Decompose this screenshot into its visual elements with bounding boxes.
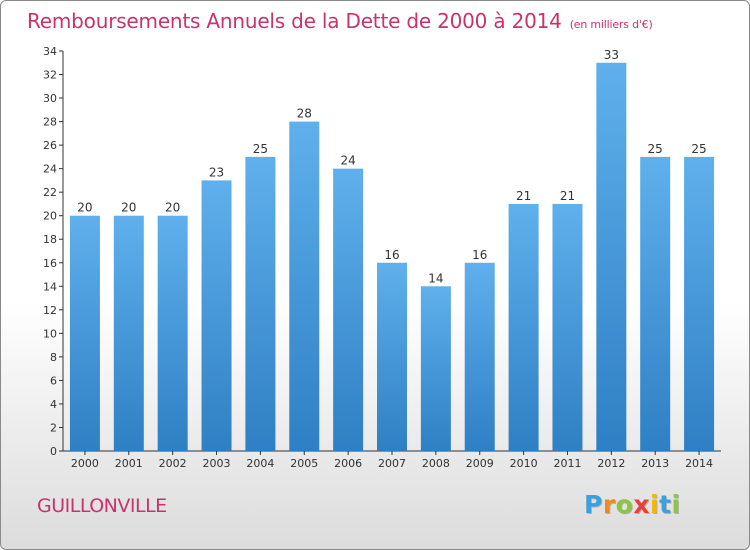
y-tick-label: 32 <box>43 69 57 82</box>
x-tick-label: 2005 <box>290 457 318 470</box>
y-tick-label: 8 <box>50 351 57 364</box>
x-tick-label: 2002 <box>159 457 187 470</box>
bar-value-label: 24 <box>340 154 355 168</box>
x-tick-label: 2013 <box>641 457 669 470</box>
y-tick-label: 20 <box>43 210 57 223</box>
x-tick-label: 2006 <box>334 457 362 470</box>
x-tick-label: 2014 <box>685 457 713 470</box>
y-tick-label: 2 <box>50 421 57 434</box>
y-tick-label: 30 <box>43 92 57 105</box>
y-tick-label: 6 <box>50 374 57 387</box>
proxiti-logo: Proxiti <box>584 490 681 519</box>
x-tick-label: 2000 <box>71 457 99 470</box>
x-tick-label: 2012 <box>597 457 625 470</box>
y-tick-label: 0 <box>50 445 57 458</box>
y-tick-label: 16 <box>43 257 57 270</box>
bar <box>420 286 451 451</box>
bar-value-label: 20 <box>165 201 180 215</box>
logo-letter: i <box>671 490 681 519</box>
x-tick-label: 2007 <box>378 457 406 470</box>
chart-title: Remboursements Annuels de la Dette de 20… <box>27 9 653 33</box>
chart-title-text: Remboursements Annuels de la Dette de 20… <box>27 9 562 33</box>
y-tick-label: 28 <box>43 116 57 129</box>
logo-letter: r <box>602 490 616 519</box>
bar <box>552 203 583 451</box>
logo-letter: P <box>584 490 603 519</box>
bar-value-label: 23 <box>209 165 224 179</box>
bar-value-label: 25 <box>253 142 268 156</box>
y-tick-label: 18 <box>43 233 57 246</box>
bar-value-label: 14 <box>428 271 443 285</box>
bar <box>508 203 539 451</box>
bar-value-label: 20 <box>121 201 136 215</box>
bar-value-label: 28 <box>297 107 312 121</box>
y-tick-label: 34 <box>43 45 57 58</box>
logo-letter: t <box>659 490 672 519</box>
x-tick-label: 2010 <box>510 457 538 470</box>
logo-letter: o <box>615 490 634 519</box>
bar <box>157 215 188 451</box>
bar <box>377 262 407 451</box>
commune-name: GUILLONVILLE <box>37 495 167 517</box>
bar <box>69 215 100 451</box>
y-tick-label: 14 <box>43 280 57 293</box>
bar <box>113 215 144 451</box>
chart-subtitle: (en milliers d'€) <box>569 18 653 31</box>
logo-letter: i <box>650 490 660 519</box>
bar-value-label: 25 <box>691 142 706 156</box>
bar-value-label: 21 <box>560 189 575 203</box>
y-tick-label: 24 <box>43 163 57 176</box>
x-tick-label: 2008 <box>422 457 450 470</box>
bar-value-label: 21 <box>516 189 531 203</box>
bar-value-label: 33 <box>604 48 619 62</box>
bar <box>333 168 364 451</box>
x-tick-label: 2004 <box>246 457 274 470</box>
bar <box>245 156 276 451</box>
y-tick-label: 4 <box>50 398 57 411</box>
bar-value-label: 25 <box>648 142 663 156</box>
bar <box>640 156 671 451</box>
y-tick-label: 26 <box>43 139 57 152</box>
bar <box>596 62 627 451</box>
y-tick-label: 12 <box>43 304 57 317</box>
bar <box>201 180 232 452</box>
x-tick-label: 2003 <box>203 457 231 470</box>
x-tick-label: 2011 <box>553 457 581 470</box>
bar <box>464 262 495 451</box>
bar <box>289 121 320 452</box>
x-tick-label: 2001 <box>115 457 143 470</box>
bar-value-label: 20 <box>77 201 92 215</box>
bar-value-label: 16 <box>384 248 399 262</box>
y-tick-label: 10 <box>43 327 57 340</box>
y-tick-label: 22 <box>43 186 57 199</box>
logo-letter: x <box>633 490 650 519</box>
bar-value-label: 16 <box>472 248 487 262</box>
bar <box>684 156 715 451</box>
x-tick-label: 2009 <box>466 457 494 470</box>
